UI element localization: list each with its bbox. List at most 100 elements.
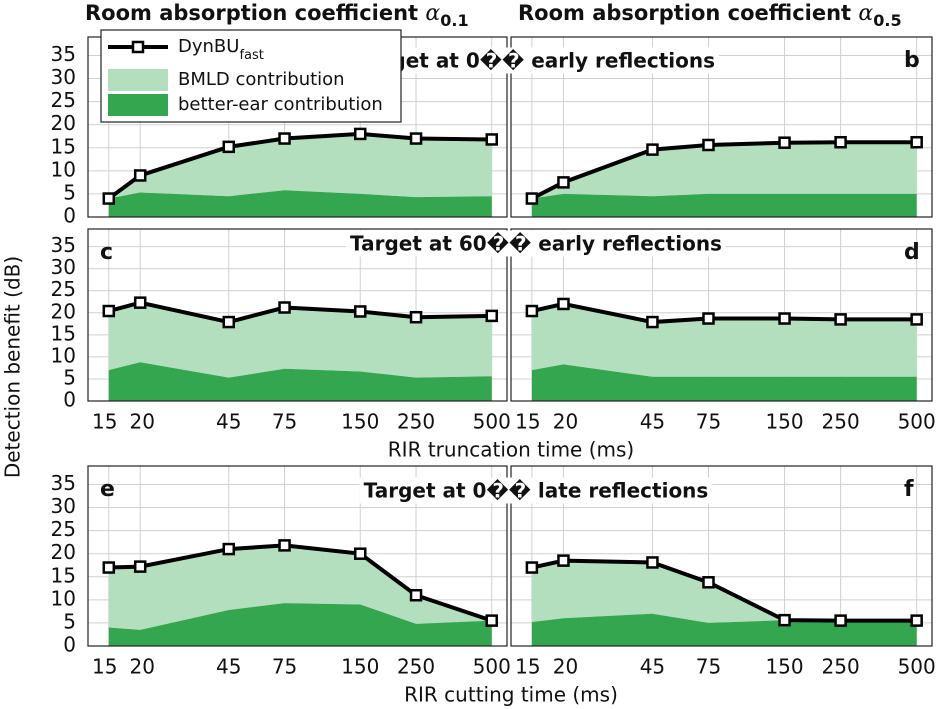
dynbu-marker bbox=[557, 297, 570, 311]
y-tick-label: 20 bbox=[51, 299, 76, 323]
panel-label: b bbox=[904, 48, 920, 73]
x-tick-label: 75 bbox=[272, 410, 297, 434]
y-tick-label: 0 bbox=[63, 633, 76, 657]
y-axis-label: Detection benefit (dB) bbox=[1, 256, 25, 478]
dynbu-marker bbox=[646, 315, 659, 329]
row-title: Target at 0�� early reflections bbox=[357, 49, 715, 73]
dynbu-marker bbox=[133, 296, 147, 309]
dynbu-marker bbox=[525, 192, 539, 205]
x-tick-label: 250 bbox=[397, 655, 435, 679]
x-tick-label: 45 bbox=[216, 655, 241, 679]
y-tick-label: 20 bbox=[51, 540, 76, 564]
legend-label: better-ear contribution bbox=[178, 94, 383, 115]
x-tick-label: 15 bbox=[92, 655, 117, 679]
dynbu-marker bbox=[646, 556, 659, 569]
y-tick-label: 30 bbox=[51, 494, 76, 518]
dynbu-marker bbox=[702, 138, 715, 152]
row-title-bg bbox=[359, 477, 713, 504]
dynbu-marker bbox=[646, 143, 659, 156]
bmld-area bbox=[108, 302, 492, 378]
x-tick-label: 150 bbox=[341, 410, 379, 434]
dynbu-marker bbox=[778, 312, 791, 325]
legend: DynBUfast BMLD contribution better-ear con… bbox=[100, 29, 402, 123]
dynbu-marker bbox=[834, 313, 847, 326]
legend-label: BMLD contribution bbox=[178, 69, 345, 90]
column-title: Room absorption coefficient α0.1 bbox=[85, 1, 469, 30]
row-title: Target at 60�� early reflections bbox=[350, 232, 722, 256]
dynbu-marker bbox=[278, 301, 291, 314]
x-tick-label: 250 bbox=[822, 410, 860, 434]
dynbu-marker bbox=[485, 133, 498, 146]
y-tick-label: 15 bbox=[51, 134, 76, 158]
panel-frame bbox=[510, 228, 933, 402]
row-title-group: Target at 60�� early reflections bbox=[346, 230, 726, 257]
dynbu-marker bbox=[702, 312, 715, 325]
x-tick-label: 20 bbox=[553, 655, 578, 679]
dynbu-marker bbox=[525, 561, 539, 574]
better-ear-area bbox=[108, 362, 492, 401]
bmld-area bbox=[108, 133, 492, 199]
x-tick-label: 150 bbox=[765, 655, 803, 679]
row-title-group: Target at 0�� early reflections bbox=[352, 47, 720, 74]
x-tick-label: 150 bbox=[765, 410, 803, 434]
dynbu-marker bbox=[222, 315, 236, 329]
dynbu-marker bbox=[910, 313, 923, 326]
y-tick-label: 35 bbox=[51, 233, 76, 257]
title-symbol: α bbox=[858, 1, 873, 26]
bmld-area bbox=[531, 142, 917, 199]
panel-frame bbox=[87, 228, 508, 402]
x-tick-label: 500 bbox=[473, 410, 511, 434]
dynbu-marker bbox=[485, 309, 498, 323]
dynbu-marker bbox=[778, 136, 791, 149]
y-tick-label: 15 bbox=[51, 321, 76, 345]
dynbu-marker bbox=[354, 305, 367, 318]
legend-subscript: fast bbox=[239, 48, 263, 63]
y-tick-label: 20 bbox=[51, 111, 76, 135]
y-tick-label: 10 bbox=[51, 343, 76, 367]
y-tick-label: 5 bbox=[63, 609, 76, 633]
better-ear-area bbox=[108, 603, 492, 646]
x-tick-label: 15 bbox=[515, 655, 540, 679]
x-tick-label: 500 bbox=[473, 655, 511, 679]
row-title-bg bbox=[346, 230, 726, 257]
title-subscript: 0.1 bbox=[440, 11, 468, 30]
x-tick-label: 45 bbox=[640, 410, 665, 434]
panel-frame bbox=[510, 36, 933, 218]
dynbu-marker bbox=[910, 135, 923, 149]
x-tick-label: 20 bbox=[129, 410, 154, 434]
dynbu-marker bbox=[834, 614, 847, 627]
x-tick-label: 75 bbox=[272, 655, 297, 679]
dynbu-marker bbox=[485, 614, 498, 627]
y-tick-label: 0 bbox=[63, 204, 76, 228]
y-tick-label: 10 bbox=[51, 157, 76, 181]
dynbu-marker bbox=[409, 132, 423, 145]
x-tick-label: 500 bbox=[898, 655, 936, 679]
y-tick-label: 5 bbox=[63, 365, 76, 389]
y-tick-label: 25 bbox=[51, 517, 76, 541]
title-subscript: 0.5 bbox=[873, 11, 901, 30]
y-tick-label: 5 bbox=[63, 180, 76, 204]
x-tick-label: 45 bbox=[216, 410, 241, 434]
title-text: Room absorption coefficient bbox=[85, 1, 425, 25]
panel-label: e bbox=[100, 477, 115, 502]
dynbu-marker bbox=[409, 588, 423, 602]
panel-label: c bbox=[100, 240, 113, 265]
dynbu-marker bbox=[525, 304, 539, 318]
row-title: Target at 0�� late reflections bbox=[364, 479, 709, 503]
row-title-group: Target at 0�� late reflections bbox=[359, 477, 713, 504]
x-tick-label: 150 bbox=[341, 655, 379, 679]
panel-label: f bbox=[904, 477, 914, 502]
x-tick-label: 45 bbox=[640, 655, 665, 679]
dynbu-marker bbox=[222, 542, 236, 556]
y-tick-label: 30 bbox=[51, 65, 76, 89]
dynbu-marker bbox=[102, 304, 116, 318]
x-axis-label: RIR truncation time (ms) bbox=[388, 438, 634, 462]
bmld-area bbox=[108, 545, 492, 630]
x-axis-label: RIR cutting time (ms) bbox=[404, 683, 618, 707]
dynbu-marker bbox=[222, 140, 236, 154]
dynbu-marker bbox=[409, 310, 423, 324]
dynbu-marker bbox=[278, 539, 291, 552]
x-tick-label: 15 bbox=[92, 410, 117, 434]
legend-swatch bbox=[108, 69, 168, 91]
